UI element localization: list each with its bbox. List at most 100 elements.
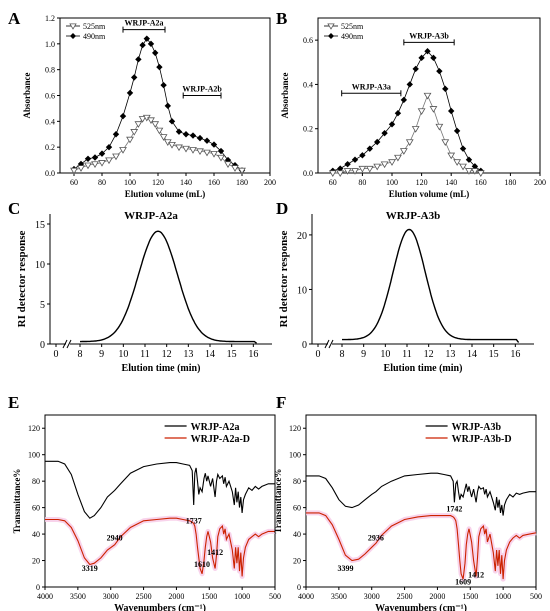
panel-E: 4000 3500 3000 2500 2000 1500 1000 500 0 20 40 60 80… (12, 414, 281, 611)
axis-break (66, 339, 72, 349)
data-point (381, 129, 388, 137)
annotation: WRJP-A3a (341, 82, 402, 97)
x-axis-label: Elution time (min) (122, 363, 201, 374)
data-point (328, 33, 334, 39)
annotation-label: 2940 (107, 534, 123, 543)
data-point (394, 154, 402, 162)
data-point (196, 134, 204, 142)
x-tick-label: 1000 (234, 592, 250, 601)
legend-label: 490nm (341, 32, 364, 41)
series-line (306, 512, 537, 580)
data-point (224, 161, 232, 168)
data-point (196, 148, 204, 156)
data-point (358, 165, 367, 173)
annotation-label: 1609 (455, 577, 471, 586)
x-tick-label: 11 (402, 349, 412, 360)
panel-B: 60 80 100 120 140 160 180 200 0.0 0.2 0.4 0.6 Elutio… (280, 17, 546, 199)
y-tick-label: 120 (289, 424, 301, 433)
data-point (351, 168, 359, 175)
data-point (168, 118, 176, 125)
y-tick-label: 1.2 (45, 14, 55, 23)
series-line (45, 517, 275, 577)
data-point (328, 170, 337, 177)
x-tick-label: 500 (530, 592, 542, 601)
data-point (465, 168, 473, 175)
plot-frame (44, 414, 276, 588)
data-point (203, 149, 211, 157)
x-tick-label: 3500 (331, 592, 347, 601)
x-tick-label: 200 (534, 178, 546, 187)
y-axis-label: Transmittance% (12, 469, 22, 534)
x-tick-label: 500 (269, 592, 281, 601)
panel-D: 0 10 20 0 8 9 10 11 12 13 14 15 16 Elution time (min)… (278, 210, 534, 374)
data-point (471, 163, 479, 170)
data-point (143, 35, 150, 42)
data-point (91, 154, 99, 161)
x-tick-label: 3000 (364, 592, 380, 601)
y-axis-label: Absorbance (280, 72, 290, 118)
data-point (429, 106, 438, 113)
x-tick-label: 3500 (70, 592, 86, 601)
annotation-label: 1742 (446, 505, 462, 514)
y-tick-label: 0 (40, 340, 45, 351)
x-tick-label: 2000 (429, 592, 445, 601)
data-point (189, 132, 197, 139)
series-line (73, 37, 243, 171)
annotation-label: 1610 (194, 560, 210, 569)
annotation-label: 3399 (337, 564, 353, 573)
data-point (98, 150, 106, 157)
data-point (164, 102, 171, 110)
data-point (406, 81, 413, 88)
data-point (337, 165, 344, 172)
data-point (399, 148, 408, 155)
data-point (394, 110, 402, 117)
x-tick-label: 9 (361, 349, 366, 360)
data-point (77, 165, 85, 172)
data-point (175, 144, 183, 152)
x-tick-label: 14 (205, 349, 215, 360)
data-point (168, 141, 176, 149)
x-tick-label: 120 (416, 178, 428, 187)
x-tick-label: 12 (424, 349, 434, 360)
data-point (91, 161, 99, 168)
data-point (238, 167, 246, 175)
data-point (151, 121, 160, 128)
y-tick-label: 0.0 (303, 169, 313, 178)
x-tick-label: 80 (358, 178, 366, 187)
series-WRJP-A2a (45, 460, 275, 519)
data-point (203, 137, 211, 144)
x-tick-label: 120 (152, 178, 164, 187)
x-tick-label: 13 (183, 349, 193, 360)
series-line (332, 50, 482, 172)
data-point (139, 41, 146, 49)
data-point (210, 141, 218, 148)
data-point (155, 127, 164, 135)
annotation: WRJP-A2a (122, 19, 166, 33)
x-tick-label: 100 (124, 178, 136, 187)
data-point (156, 63, 163, 71)
plot-frame (317, 17, 541, 174)
y-tick-label: 60 (293, 504, 301, 513)
data-point (374, 138, 381, 146)
y-tick-label: 5 (40, 300, 45, 311)
series-line (73, 117, 243, 171)
annotation: WRJP-A3b (403, 31, 455, 46)
y-tick-label: 0.6 (303, 36, 313, 45)
axis-break (324, 339, 330, 349)
data-point (134, 121, 143, 128)
plot-frame (305, 414, 537, 588)
series-WRJP-A3b (306, 472, 536, 516)
legend-label: WRJP-A3b (452, 422, 502, 433)
x-tick-label: 2000 (168, 592, 184, 601)
x-tick-label: 180 (504, 178, 516, 187)
data-point (160, 81, 167, 89)
x-tick-label: 4000 (37, 592, 53, 601)
annotation: WRJP-A2b (182, 85, 222, 99)
x-tick-label: 140 (445, 178, 457, 187)
panel-A: 60 80 100 120 140 160 180 200 0.0 0.2 0.4 0.6 0.8 1.0… (22, 14, 276, 199)
data-point (130, 129, 139, 136)
y-tick-label: 0.4 (303, 80, 313, 89)
data-point (159, 134, 168, 141)
x-tick-label: 1500 (462, 592, 478, 601)
